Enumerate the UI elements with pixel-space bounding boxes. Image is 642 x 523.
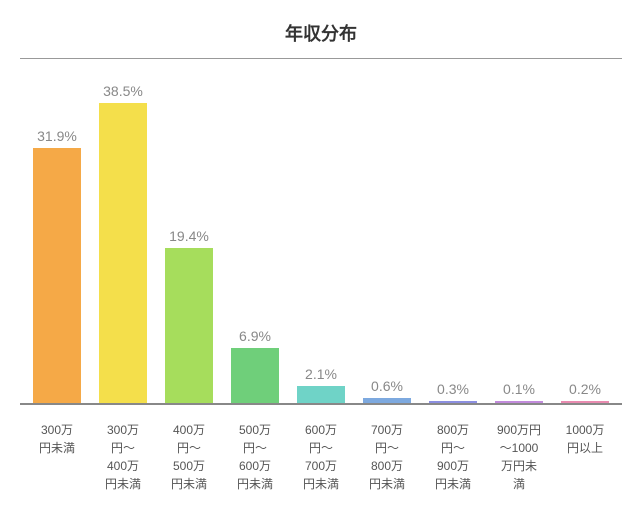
income-distribution-chart: 年収分布 31.9% 38.5% 19.4% 6.9% 2.1% 0.6% 0.3% 0.1%… xyxy=(20,20,622,493)
bar xyxy=(33,148,81,403)
chart-plot-area: 31.9% 38.5% 19.4% 6.9% 2.1% 0.6% 0.3% 0.1% 0.2% xyxy=(20,83,622,405)
x-category-label: 400万 円～ 500万 円未満 xyxy=(156,421,222,493)
bar xyxy=(495,401,543,403)
bar-value-label: 0.2% xyxy=(569,381,601,397)
bar-value-label: 0.6% xyxy=(371,378,403,394)
x-category-label: 800万 円～ 900万 円未満 xyxy=(420,421,486,493)
bar-slot: 31.9% xyxy=(24,83,90,403)
x-category-label: 500万 円～ 600万 円未満 xyxy=(222,421,288,493)
x-category-label: 700万 円～ 800万 円未満 xyxy=(354,421,420,493)
bar-value-label: 31.9% xyxy=(37,128,77,144)
bar-value-label: 0.3% xyxy=(437,381,469,397)
chart-bars: 31.9% 38.5% 19.4% 6.9% 2.1% 0.6% 0.3% 0.1% 0.2% xyxy=(20,83,622,403)
bar-slot: 2.1% xyxy=(288,83,354,403)
chart-top-rule xyxy=(20,58,622,59)
bar-value-label: 19.4% xyxy=(169,228,209,244)
x-category-label: 300万 円～ 400万 円未満 xyxy=(90,421,156,493)
bar-slot: 0.6% xyxy=(354,83,420,403)
bar xyxy=(165,248,213,403)
x-category-label: 900万円 ～1000 万円未 満 xyxy=(486,421,552,493)
x-category-label: 300万 円未満 xyxy=(24,421,90,493)
bar-slot: 38.5% xyxy=(90,83,156,403)
bar-value-label: 38.5% xyxy=(103,83,143,99)
bar-slot: 0.3% xyxy=(420,83,486,403)
bar-slot: 6.9% xyxy=(222,83,288,403)
bar xyxy=(429,401,477,403)
bar-value-label: 2.1% xyxy=(305,366,337,382)
bar-slot: 0.1% xyxy=(486,83,552,403)
bar xyxy=(561,401,609,403)
bar-slot: 0.2% xyxy=(552,83,618,403)
x-category-label: 1000万 円以上 xyxy=(552,421,618,493)
x-category-label: 600万 円～ 700万 円未満 xyxy=(288,421,354,493)
bar xyxy=(363,398,411,403)
bar xyxy=(297,386,345,403)
bar xyxy=(231,348,279,403)
bar-slot: 19.4% xyxy=(156,83,222,403)
bar xyxy=(99,103,147,403)
chart-title: 年収分布 xyxy=(20,20,622,46)
bar-value-label: 6.9% xyxy=(239,328,271,344)
chart-x-axis: 300万 円未満300万 円～ 400万 円未満400万 円～ 500万 円未満… xyxy=(20,413,622,493)
bar-value-label: 0.1% xyxy=(503,381,535,397)
